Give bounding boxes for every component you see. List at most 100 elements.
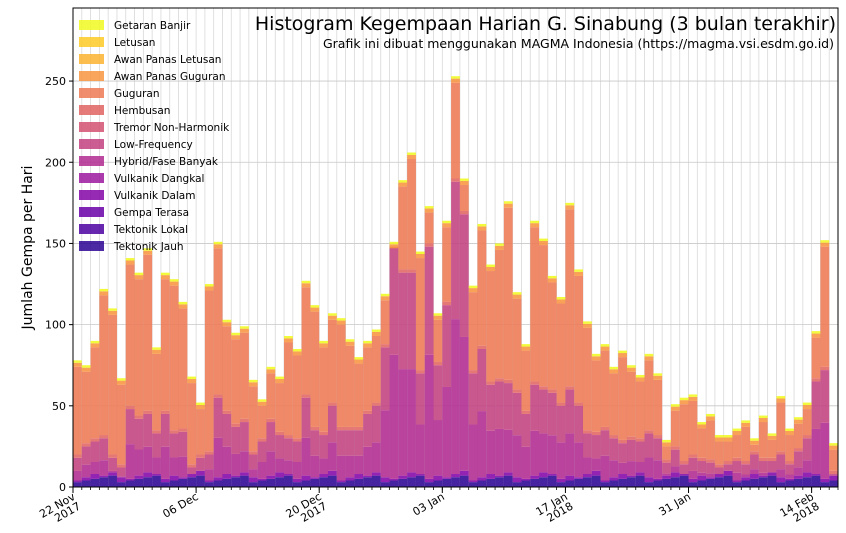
bar-segment: [556, 297, 566, 300]
bar-segment: [794, 423, 803, 449]
bar-segment: [371, 442, 381, 473]
bar-segment: [521, 350, 531, 411]
bar-segment: [626, 461, 636, 476]
bar-segment: [539, 472, 548, 478]
bar-segment: [591, 475, 601, 487]
bar-segment: [143, 477, 153, 487]
y-tick-label: 0: [59, 481, 66, 494]
bar-segment: [547, 275, 557, 279]
bar-segment: [415, 370, 425, 374]
bar-segment: [222, 474, 232, 479]
bar-segment: [231, 453, 241, 476]
bar-segment: [204, 454, 214, 470]
legend-label: Low-Frequency: [114, 139, 193, 151]
bar-segment: [389, 478, 399, 481]
bar-segment: [512, 294, 522, 299]
bar-segment: [565, 433, 575, 476]
bar-segment: [750, 440, 759, 445]
bar-segment: [248, 482, 258, 487]
bar-segment: [802, 472, 812, 478]
bar-segment: [354, 474, 364, 479]
bar-segment: [565, 386, 575, 390]
bar-segment: [583, 430, 592, 434]
bar-segment: [609, 477, 619, 481]
bar-segment: [644, 457, 654, 478]
bar-segment: [415, 253, 425, 259]
legend-swatch: [79, 37, 104, 47]
bar-segment: [336, 318, 346, 321]
bar-segment: [670, 406, 680, 411]
bar-segment: [512, 298, 522, 390]
bar-segment: [609, 373, 619, 436]
bar-segment: [178, 456, 188, 478]
bar-segment: [143, 250, 153, 255]
bar-segment: [407, 269, 416, 273]
bar-segment: [530, 475, 540, 479]
bar-segment: [152, 347, 161, 350]
bar-segment: [618, 353, 627, 358]
x-tick-label: 03 Jan: [410, 490, 446, 518]
bar-segment: [407, 272, 416, 370]
bar-segment: [310, 305, 320, 308]
bar-segment: [697, 472, 707, 476]
bar-segment: [635, 377, 645, 382]
bar-segment: [354, 357, 364, 360]
bar-segment: [521, 446, 531, 479]
bar-segment: [521, 413, 531, 447]
bar-segment: [380, 477, 390, 483]
legend-label: Letusan: [114, 37, 155, 49]
bar-segment: [380, 347, 390, 411]
bar-segment: [99, 288, 109, 292]
bar-segment: [257, 461, 267, 479]
bar-segment: [354, 359, 364, 364]
bar-segment: [345, 455, 355, 478]
bar-segment: [178, 431, 188, 457]
bar-segment: [521, 480, 531, 487]
bar-segment: [275, 383, 285, 432]
bar-segment: [794, 478, 803, 487]
bar-segment: [829, 474, 838, 476]
bar-segment: [284, 438, 293, 461]
bar-segment: [222, 446, 232, 475]
bar-segment: [688, 478, 698, 483]
bar-segment: [178, 308, 188, 429]
bar-segment: [477, 348, 487, 412]
bar-segment: [776, 469, 786, 478]
bar-segment: [547, 389, 557, 393]
bar-segment: [266, 451, 276, 476]
bar-segment: [169, 430, 179, 434]
bar-segment: [90, 478, 100, 487]
bar-segment: [468, 285, 478, 289]
bar-segment: [618, 350, 627, 354]
legend-label: Vulkanik Dangkal: [114, 173, 204, 185]
bar-segment: [248, 477, 258, 483]
bar-segment: [301, 280, 311, 284]
bar-segment: [503, 383, 513, 430]
bar-segment: [451, 78, 460, 83]
bar-segment: [169, 279, 179, 282]
bar-segment: [81, 480, 91, 487]
bar-segment: [160, 275, 170, 280]
legend-label: Hembusan: [114, 105, 170, 117]
bar-segment: [477, 477, 487, 481]
bar-segment: [794, 417, 803, 420]
bar-segment: [706, 473, 715, 478]
bar-segment: [433, 319, 443, 362]
bar-segment: [583, 457, 592, 475]
bar-segment: [706, 420, 715, 460]
bar-segment: [152, 475, 161, 487]
bar-segment: [609, 366, 619, 370]
bar-segment: [486, 430, 496, 475]
bar-segment: [547, 435, 557, 475]
legend-label: Awan Panas Guguran: [114, 71, 225, 83]
bar-segment: [292, 355, 302, 439]
bar-segment: [741, 461, 751, 465]
bar-segment: [292, 438, 302, 442]
bar-segment: [178, 301, 188, 305]
bar-segment: [99, 475, 109, 478]
bar-segment: [468, 424, 478, 481]
bars: [73, 76, 838, 487]
bar-segment: [609, 435, 619, 439]
bar-segment: [547, 475, 557, 487]
bar-segment: [688, 457, 698, 471]
